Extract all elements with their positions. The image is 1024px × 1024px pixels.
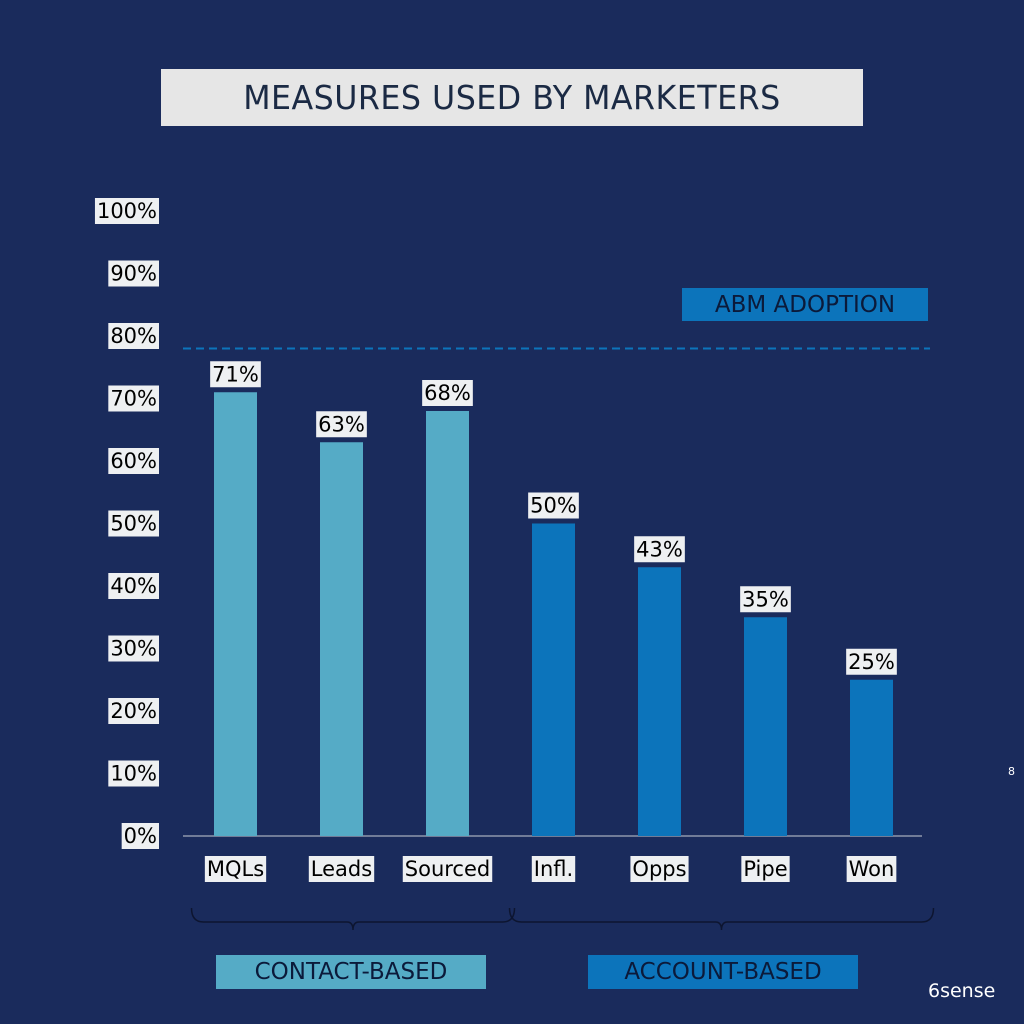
x-tick-label-group: Opps bbox=[630, 856, 689, 882]
y-tick-label: 40% bbox=[110, 574, 157, 598]
bar-infl bbox=[532, 523, 575, 836]
y-tick-label-bg bbox=[108, 385, 159, 412]
y-tick-label: 70% bbox=[110, 387, 157, 411]
account-based-brace bbox=[508, 907, 935, 931]
data-label-bg bbox=[422, 380, 473, 406]
data-label-group: 35% bbox=[740, 586, 791, 613]
x-tick-label-group: Infl. bbox=[531, 856, 576, 882]
y-tick-label-group: 40% bbox=[108, 573, 159, 599]
account-based-label: ACCOUNT-BASED bbox=[588, 955, 858, 989]
data-label: 25% bbox=[848, 650, 895, 674]
data-label-bg bbox=[528, 492, 579, 519]
y-tick-label: 100% bbox=[97, 199, 157, 223]
contact-based-text: CONTACT-BASED bbox=[254, 959, 448, 985]
y-tick-label: 90% bbox=[110, 262, 157, 286]
y-tick-label-group: 90% bbox=[108, 260, 159, 287]
y-tick-label-group: 0% bbox=[121, 823, 159, 849]
bar-pipe bbox=[744, 617, 787, 836]
y-tick-label-bg bbox=[108, 510, 159, 537]
abm-adoption-text: ABM ADOPTION bbox=[714, 291, 896, 318]
y-tick-label-group: 100% bbox=[94, 198, 159, 224]
data-label: 50% bbox=[530, 494, 577, 518]
chart-title-text: MEASURES USED BY MARKETERS bbox=[243, 78, 781, 117]
y-tick-label: 30% bbox=[110, 637, 157, 661]
y-tick-label-group: 60% bbox=[108, 448, 159, 474]
x-tick-label-group: MQLs bbox=[204, 856, 267, 882]
data-label-group: 68% bbox=[422, 380, 473, 406]
bar-sourced bbox=[426, 411, 469, 836]
data-label-group: 63% bbox=[316, 411, 367, 438]
data-label-group: 43% bbox=[634, 536, 685, 563]
y-tick-label-group: 80% bbox=[108, 323, 159, 349]
page-number: 8 bbox=[1008, 765, 1015, 778]
y-tick-label: 60% bbox=[110, 449, 157, 473]
x-tick-label: Leads bbox=[311, 857, 372, 881]
y-tick-label-group: 50% bbox=[108, 510, 159, 537]
bar-opps bbox=[638, 567, 681, 836]
y-tick-label-bg bbox=[108, 323, 159, 349]
y-tick-label-bg bbox=[121, 823, 159, 849]
x-tick-label: Sourced bbox=[405, 857, 490, 881]
abm-adoption-label: ABM ADOPTION bbox=[682, 288, 928, 321]
data-label: 68% bbox=[424, 381, 471, 405]
y-tick-label-bg bbox=[108, 698, 159, 724]
x-tick-label-bg bbox=[846, 856, 897, 882]
bar-mqls bbox=[214, 392, 257, 836]
y-tick-label-bg bbox=[108, 760, 159, 787]
y-tick-label: 0% bbox=[124, 824, 157, 848]
chart-title: MEASURES USED BY MARKETERS bbox=[161, 69, 863, 126]
x-tick-label: Won bbox=[849, 857, 895, 881]
data-label: 71% bbox=[212, 362, 259, 386]
x-tick-label-bg bbox=[741, 856, 790, 882]
contact-based-brace bbox=[190, 907, 516, 931]
data-label-group: 25% bbox=[846, 648, 897, 675]
x-tick-label-bg bbox=[531, 856, 576, 882]
data-label-group: 50% bbox=[528, 492, 579, 519]
x-tick-label-group: Pipe bbox=[741, 856, 790, 882]
y-tick-label-bg bbox=[108, 635, 159, 662]
y-tick-label: 10% bbox=[110, 762, 157, 786]
x-tick-label: Pipe bbox=[743, 857, 787, 881]
y-tick-label-group: 30% bbox=[108, 635, 159, 662]
y-tick-label-bg bbox=[94, 198, 159, 224]
data-label-bg bbox=[634, 536, 685, 563]
data-label-bg bbox=[210, 361, 261, 388]
y-tick-label-group: 10% bbox=[108, 760, 159, 787]
x-tick-label-bg bbox=[630, 856, 689, 882]
brand-logo-text: 6sense bbox=[928, 980, 996, 1002]
x-tick-label: Opps bbox=[632, 857, 686, 881]
x-tick-label-group: Sourced bbox=[402, 856, 493, 882]
data-label: 35% bbox=[742, 587, 789, 611]
x-tick-label-group: Won bbox=[846, 856, 897, 882]
x-tick-label-bg bbox=[402, 856, 493, 882]
y-tick-label: 20% bbox=[110, 699, 157, 723]
y-tick-label-group: 70% bbox=[108, 385, 159, 412]
account-based-text: ACCOUNT-BASED bbox=[624, 959, 822, 985]
data-label: 43% bbox=[636, 537, 683, 561]
data-label-bg bbox=[846, 648, 897, 675]
contact-based-label: CONTACT-BASED bbox=[216, 955, 486, 989]
data-label: 63% bbox=[318, 412, 365, 436]
y-tick-label: 50% bbox=[110, 512, 157, 536]
y-tick-label-bg bbox=[108, 573, 159, 599]
bar-leads bbox=[320, 442, 363, 836]
x-tick-label: Infl. bbox=[534, 857, 573, 881]
data-label-bg bbox=[740, 586, 791, 613]
x-tick-label: MQLs bbox=[207, 857, 264, 881]
x-tick-label-bg bbox=[308, 856, 375, 882]
x-tick-label-bg bbox=[204, 856, 267, 882]
y-tick-label-group: 20% bbox=[108, 698, 159, 724]
data-label-bg bbox=[316, 411, 367, 438]
y-tick-label-bg bbox=[108, 448, 159, 474]
x-tick-label-group: Leads bbox=[308, 856, 375, 882]
y-tick-label: 80% bbox=[110, 324, 157, 348]
data-label-group: 71% bbox=[210, 361, 261, 388]
bar-won bbox=[850, 679, 893, 836]
y-tick-label-bg bbox=[108, 260, 159, 287]
